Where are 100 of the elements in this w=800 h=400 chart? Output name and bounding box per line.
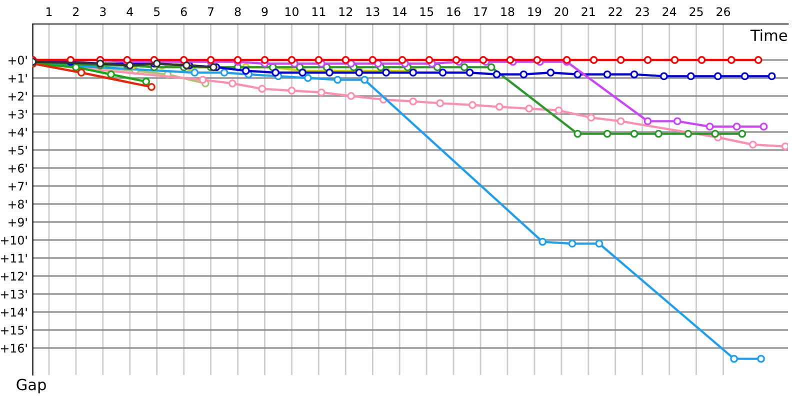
point	[574, 130, 582, 138]
point	[126, 61, 134, 70]
y-tick-label: +13'	[1, 290, 27, 299]
x-tick-label: 25	[690, 7, 703, 16]
x-tick-label: 19	[528, 7, 542, 16]
x-tick-label: 6	[180, 7, 187, 16]
y-tick-label: +10'	[1, 236, 27, 245]
point	[754, 56, 762, 64]
point	[436, 99, 444, 108]
point	[148, 83, 156, 91]
point	[630, 70, 638, 78]
point	[660, 72, 668, 80]
x-tick-label: 12	[339, 7, 352, 16]
x-tick-label: 15	[420, 7, 434, 16]
point	[727, 56, 736, 64]
y-tick-label: +16'	[1, 344, 27, 353]
point	[670, 56, 679, 64]
point	[347, 92, 356, 100]
point	[210, 63, 218, 72]
point	[595, 240, 604, 248]
point	[714, 72, 722, 80]
x-tick-label: 8	[234, 7, 241, 16]
x-tick-label: 24	[662, 7, 676, 16]
point	[506, 56, 514, 64]
point	[272, 68, 280, 77]
point	[107, 70, 115, 78]
point	[760, 122, 768, 131]
point	[574, 70, 582, 78]
point	[260, 56, 269, 64]
x-tick-label: 7	[208, 7, 214, 16]
y-tick-label: +12'	[1, 272, 27, 280]
y-tick-label: +8'	[8, 200, 27, 209]
point	[748, 140, 757, 149]
point	[314, 56, 323, 64]
point	[568, 240, 576, 248]
point	[538, 238, 547, 246]
x-tick-label: 10	[286, 7, 298, 16]
point	[317, 88, 326, 96]
point	[781, 142, 788, 150]
point	[487, 63, 496, 72]
point	[460, 63, 468, 72]
point	[190, 68, 199, 77]
point	[630, 130, 638, 138]
y-tick-label: +2'	[8, 92, 27, 100]
point	[479, 56, 488, 64]
point	[732, 122, 741, 131]
y-axis-title: Gap	[16, 378, 46, 394]
point	[686, 72, 695, 80]
point	[684, 130, 692, 138]
point	[304, 74, 312, 82]
point	[468, 101, 476, 109]
point	[706, 122, 714, 131]
y-tick-label: +3'	[8, 110, 27, 119]
point	[398, 56, 406, 64]
point	[525, 104, 534, 113]
point	[228, 79, 236, 88]
point	[342, 56, 350, 64]
x-tick-label: 9	[262, 7, 268, 16]
x-tick-label: 16	[447, 7, 460, 16]
point	[533, 56, 542, 64]
point	[554, 106, 563, 114]
point	[425, 56, 434, 64]
point	[288, 86, 296, 95]
point	[520, 70, 528, 78]
point	[644, 117, 652, 126]
point	[546, 68, 555, 77]
point	[495, 102, 504, 111]
point	[242, 66, 250, 75]
y-tick-label: +14'	[1, 308, 27, 316]
point	[77, 68, 86, 77]
point	[220, 68, 228, 77]
point	[738, 130, 746, 138]
x-tick-label: 21	[582, 7, 595, 16]
y-tick-label: +6'	[8, 164, 27, 173]
point	[740, 72, 749, 80]
x-tick-label: 22	[608, 7, 622, 16]
point	[142, 78, 150, 86]
point	[152, 60, 161, 68]
y-tick-label: +7'	[8, 182, 27, 190]
point	[590, 56, 598, 64]
x-tick-label: 26	[716, 7, 730, 16]
point	[711, 130, 720, 138]
point	[368, 56, 377, 64]
y-tick-label: +0'	[8, 56, 27, 65]
point	[673, 117, 682, 126]
point	[198, 76, 207, 84]
point	[587, 114, 596, 122]
x-tick-label: 23	[636, 7, 649, 16]
point	[334, 76, 342, 84]
x-tick-label: 18	[501, 7, 514, 16]
point	[452, 56, 460, 64]
point	[409, 97, 418, 106]
x-tick-label: 1	[46, 7, 52, 16]
point	[616, 117, 625, 126]
point	[698, 56, 706, 64]
x-tick-label: 4	[126, 7, 133, 16]
x-tick-label: 2	[73, 7, 79, 16]
point	[258, 84, 266, 93]
y-tick-label: +15'	[1, 326, 27, 335]
y-tick-label: +5'	[8, 146, 27, 155]
